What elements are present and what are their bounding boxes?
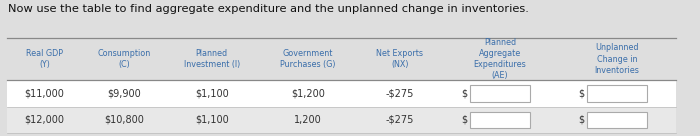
- FancyBboxPatch shape: [470, 85, 531, 102]
- Text: Unplanned
Change in
Inventories: Unplanned Change in Inventories: [594, 43, 639, 75]
- Text: -$275: -$275: [386, 115, 414, 125]
- Text: $1,200: $1,200: [291, 88, 325, 98]
- Text: $1,100: $1,100: [195, 88, 229, 98]
- Text: $10,800: $10,800: [104, 115, 144, 125]
- Bar: [7, 38, 676, 80]
- Text: $9,900: $9,900: [107, 88, 141, 98]
- Text: Planned
Investment (I): Planned Investment (I): [183, 49, 240, 69]
- Text: Consumption
(C): Consumption (C): [97, 49, 150, 69]
- Text: $: $: [578, 88, 584, 98]
- Text: $: $: [461, 115, 467, 125]
- Bar: [7, 107, 676, 133]
- Text: $11,000: $11,000: [25, 88, 64, 98]
- Text: Net Exports
(NX): Net Exports (NX): [376, 49, 424, 69]
- Bar: [7, 80, 676, 107]
- Text: Government
Purchases (G): Government Purchases (G): [280, 49, 335, 69]
- Text: Now use the table to find aggregate expenditure and the unplanned change in inve: Now use the table to find aggregate expe…: [8, 4, 529, 14]
- FancyBboxPatch shape: [587, 112, 648, 128]
- FancyBboxPatch shape: [587, 85, 648, 102]
- FancyBboxPatch shape: [470, 112, 531, 128]
- Text: $12,000: $12,000: [25, 115, 64, 125]
- Text: Planned
Aggregate
Expenditures
(AE): Planned Aggregate Expenditures (AE): [474, 38, 526, 80]
- Text: $1,100: $1,100: [195, 115, 229, 125]
- Text: Real GDP
(Y): Real GDP (Y): [26, 49, 63, 69]
- Text: $: $: [578, 115, 584, 125]
- Text: -$275: -$275: [386, 88, 414, 98]
- Text: 1,200: 1,200: [294, 115, 322, 125]
- Text: $: $: [461, 88, 467, 98]
